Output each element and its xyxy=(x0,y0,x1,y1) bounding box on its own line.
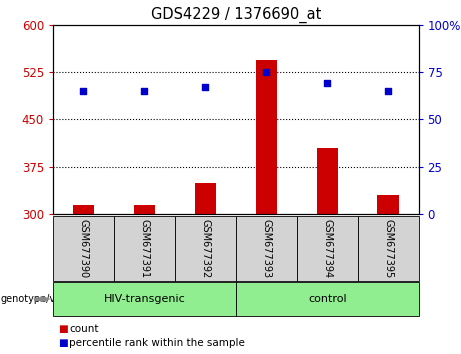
Text: GSM677390: GSM677390 xyxy=(78,219,89,278)
Point xyxy=(141,88,148,94)
Point xyxy=(80,88,87,94)
Text: GSM677391: GSM677391 xyxy=(139,219,149,278)
Text: percentile rank within the sample: percentile rank within the sample xyxy=(69,338,245,348)
Point xyxy=(324,81,331,86)
Point xyxy=(201,85,209,90)
Point xyxy=(263,69,270,75)
Text: GSM677393: GSM677393 xyxy=(261,219,271,278)
Text: GSM677392: GSM677392 xyxy=(201,219,210,278)
Text: GSM677395: GSM677395 xyxy=(383,219,393,278)
Text: control: control xyxy=(308,294,347,304)
Title: GDS4229 / 1376690_at: GDS4229 / 1376690_at xyxy=(151,7,321,23)
Text: ■: ■ xyxy=(58,324,67,333)
Text: count: count xyxy=(69,324,99,333)
Text: genotype/variation: genotype/variation xyxy=(0,294,93,304)
Bar xyxy=(317,148,338,214)
Text: GSM677394: GSM677394 xyxy=(322,219,332,278)
Bar xyxy=(73,205,94,214)
Bar xyxy=(378,195,399,214)
Text: HIV-transgenic: HIV-transgenic xyxy=(104,294,185,304)
Bar xyxy=(134,205,155,214)
Bar xyxy=(195,183,216,214)
Bar xyxy=(255,59,277,214)
Text: ■: ■ xyxy=(58,338,67,348)
Point xyxy=(384,88,392,94)
